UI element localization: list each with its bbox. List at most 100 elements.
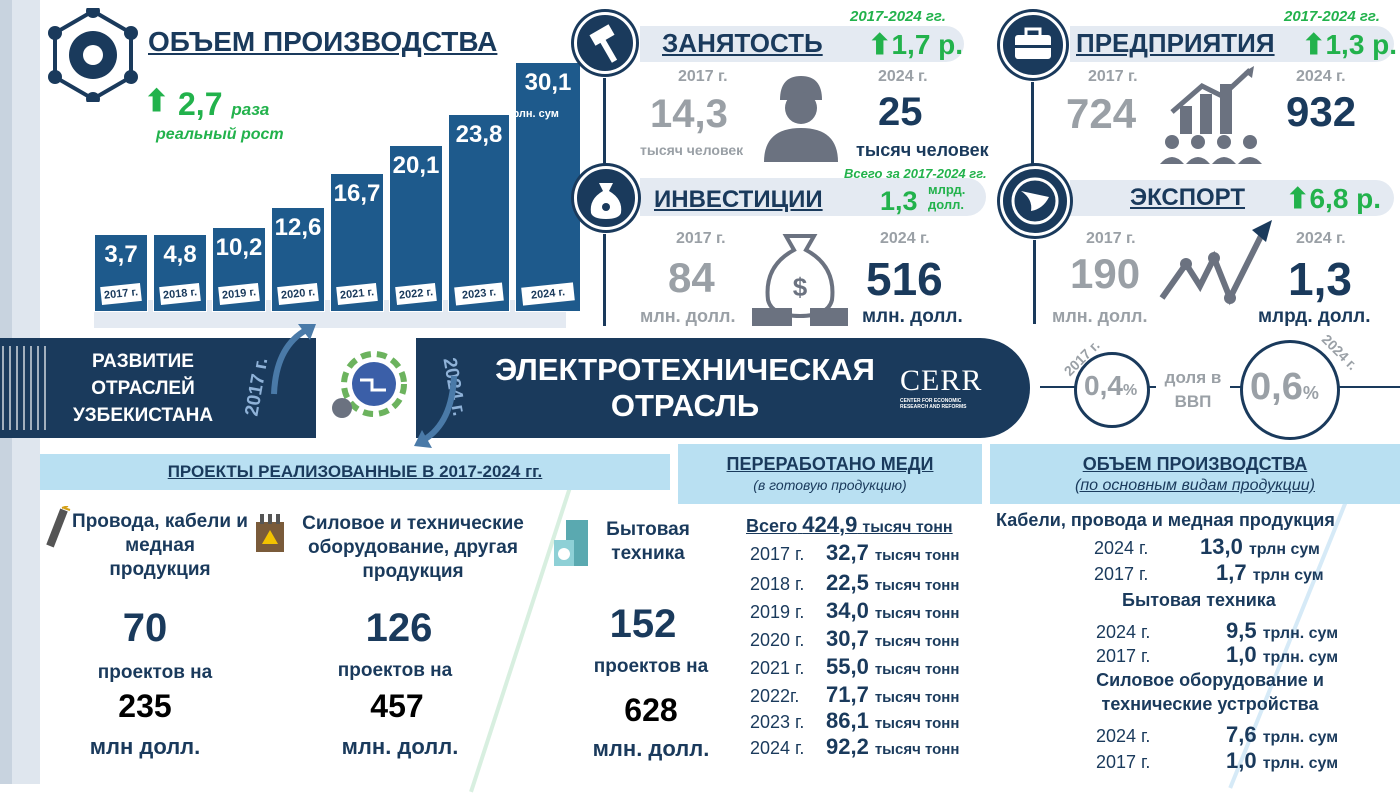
copper-row-year: 2024 г. <box>750 738 805 758</box>
volume-group-3-name-line2: технические устройства <box>1101 694 1319 714</box>
enterprises-icon <box>1000 12 1066 78</box>
copper-row: 2022г. 71,7 тысяч тонн <box>750 682 990 708</box>
project-name-2: Силовое и технические оборудование, друг… <box>302 513 524 582</box>
banner-title-line2: ОТРАСЛЬ <box>610 388 760 423</box>
employment-year-2017: 2017 г. <box>678 68 728 85</box>
volume-group-1-value-2: 1,7 трлн сум <box>1216 560 1324 586</box>
export-year-2017: 2017 г. <box>1086 230 1136 247</box>
volume-group-2-unit-1: трлн. сум <box>1262 625 1339 642</box>
up-arrow-icon: ⬆ <box>1286 183 1310 214</box>
copper-subtitle: (в готовую продукцию) <box>753 477 907 493</box>
volume-group-3-name-line1: Силовое оборудование и <box>1096 670 1324 690</box>
volume-title: ОБЪЕМ ПРОИЗВОДСТВА <box>1082 454 1308 474</box>
copper-row: 2018 г. 22,5 тысяч тонн <box>750 570 990 596</box>
copper-row-value: 71,7 <box>826 682 869 707</box>
volume-group-2-value-1-number: 9,5 <box>1226 618 1257 643</box>
worker-icon <box>758 66 844 162</box>
chart-bar-value-label: 20,1 <box>392 152 440 180</box>
chart-bar-4: 12,6 2020 г. <box>271 207 325 312</box>
chart-bar-2: 4,8 2018 г. <box>153 234 207 312</box>
copper-row-unit: тысяч тонн <box>874 689 960 706</box>
copper-row-unit: тысяч тонн <box>874 633 960 650</box>
employment-period: 2017-2024 гг. <box>850 8 946 25</box>
gdp-label: доля в ВВП <box>1156 366 1230 414</box>
chart-bar-6: 20,1 2022 г. <box>389 145 443 312</box>
chart-bar-value-label: 3,7 <box>104 241 138 268</box>
investments-header-band <box>640 178 986 216</box>
export-value-2017: 190 <box>1070 250 1141 297</box>
volume-group-1-unit-1: трлн сум <box>1248 541 1320 558</box>
copper-row-year: 2022г. <box>750 686 800 706</box>
copper-row-value: 86,1 <box>826 708 869 733</box>
chart-bar-year-label: 2023 г. <box>454 282 504 306</box>
up-arrow-icon: ⬆ <box>144 85 170 118</box>
volume-group-2-value-2-number: 1,0 <box>1226 642 1257 667</box>
appliance-icon <box>552 518 596 568</box>
volume-group-3-year-1: 2024 г. <box>1096 726 1151 746</box>
project-unit-2: млн. долл. <box>341 734 459 759</box>
up-arrow-icon: ⬆ <box>868 29 892 60</box>
transformer-icon <box>252 512 288 554</box>
volume-group-2-name: Бытовая техника <box>1122 590 1276 610</box>
volume-group-2-value-2: 1,0 трлн. сум <box>1226 642 1338 668</box>
money-bag-icon <box>574 166 638 230</box>
chart-bar-value-label: 23,8 <box>455 121 503 149</box>
copper-row-year: 2017 г. <box>750 544 805 564</box>
investments-total-unit: млрд. долл. <box>928 182 966 212</box>
cerr-logo-subtext: CENTER FOR ECONOMIC RESEARCH AND REFORMS <box>900 398 967 410</box>
volume-group-3-value-1: 7,6 трлн. сум <box>1226 722 1338 748</box>
export-growth-value: 6,8 р. <box>1309 183 1382 214</box>
copper-total-unit: тысяч тонн <box>862 519 953 536</box>
gdp-circle-2017 <box>1074 352 1150 428</box>
investments-unit-2024: млн. долл. <box>862 306 963 327</box>
arrow-up-right-icon <box>268 318 318 398</box>
chart-bar-3: 10,2 2019 г. <box>212 227 266 312</box>
svg-text:$: $ <box>793 272 808 302</box>
copper-row: 2023 г. 86,1 тысяч тонн <box>750 708 990 734</box>
export-title: ЭКСПОРТ <box>1130 184 1246 211</box>
copper-row: 2019 г. 34,0 тысяч тонн <box>750 598 990 624</box>
chart-bar-5: 16,7 2021 г. <box>330 173 384 312</box>
growth-chart-people-icon <box>1158 66 1274 166</box>
volume-group-2-year-2: 2017 г. <box>1096 646 1151 666</box>
volume-group-1-name: Кабели, провода и медная продукция <box>996 510 1335 530</box>
project-name-1: Провода, кабели и медная продукция <box>72 511 248 580</box>
export-unit-2017: млн. долл. <box>1052 306 1148 326</box>
copper-row-value: 55,0 <box>826 654 869 679</box>
chart-bar-year-label: 2020 г. <box>277 282 319 306</box>
investments-title: ИНВЕСТИЦИИ <box>654 186 823 213</box>
enterprises-growth-value: 1,3 р. <box>1325 29 1398 60</box>
employment-header-band <box>640 26 964 62</box>
investments-unit-2017: млн. долл. <box>640 306 736 326</box>
employment-value-2017: 14,3 <box>650 92 728 136</box>
banner-title: ЭЛЕКТРОТЕХНИЧЕСКАЯ ОТРАСЛЬ <box>470 352 900 424</box>
volume-group-1-year-2: 2017 г. <box>1094 564 1149 584</box>
project-count-2: 126 <box>365 606 433 650</box>
project-sum-3: 628 <box>624 692 678 728</box>
gdp-value-2024-number: 0,6 <box>1250 366 1303 408</box>
project-mid-3: проектов на <box>593 656 709 677</box>
employment-value-2024: 25 <box>878 90 923 134</box>
volume-subtitle: (по основным видам продукции) <box>1075 477 1315 494</box>
chart-bar-year-label: 2024 г. <box>521 282 575 306</box>
project-unit-1: млн долл. <box>89 734 201 759</box>
copper-row: 2021 г. 55,0 тысяч тонн <box>750 654 990 680</box>
chart-bar-year-label: 2022 г. <box>395 282 437 306</box>
volume-group-2-value-1: 9,5 трлн. сум <box>1226 618 1338 644</box>
volume-group-3-value-2-number: 1,0 <box>1226 748 1257 773</box>
chart-bar-year-label: 2021 г. <box>336 282 378 306</box>
volume-group-1-value-1-number: 13,0 <box>1200 534 1243 559</box>
employment-unit-2024: тысяч человек <box>856 140 989 160</box>
copper-row-unit: тысяч тонн <box>874 577 960 594</box>
copper-row-year: 2018 г. <box>750 574 805 594</box>
volume-group-3-year-2: 2017 г. <box>1096 752 1151 772</box>
enterprises-title: ПРЕДПРИЯТИЯ <box>1076 28 1275 58</box>
production-growth-value: 2,7 <box>178 86 223 122</box>
employment-year-2024: 2024 г. <box>878 68 928 85</box>
export-unit-2024: млрд. долл. <box>1258 306 1371 327</box>
copper-row-unit: тысяч тонн <box>874 547 960 564</box>
enterprises-connector <box>1031 82 1034 168</box>
copper-row-unit: тысяч тонн <box>874 661 960 678</box>
investments-value-2017: 84 <box>668 254 715 301</box>
project-unit-3: млн. долл. <box>592 736 710 761</box>
